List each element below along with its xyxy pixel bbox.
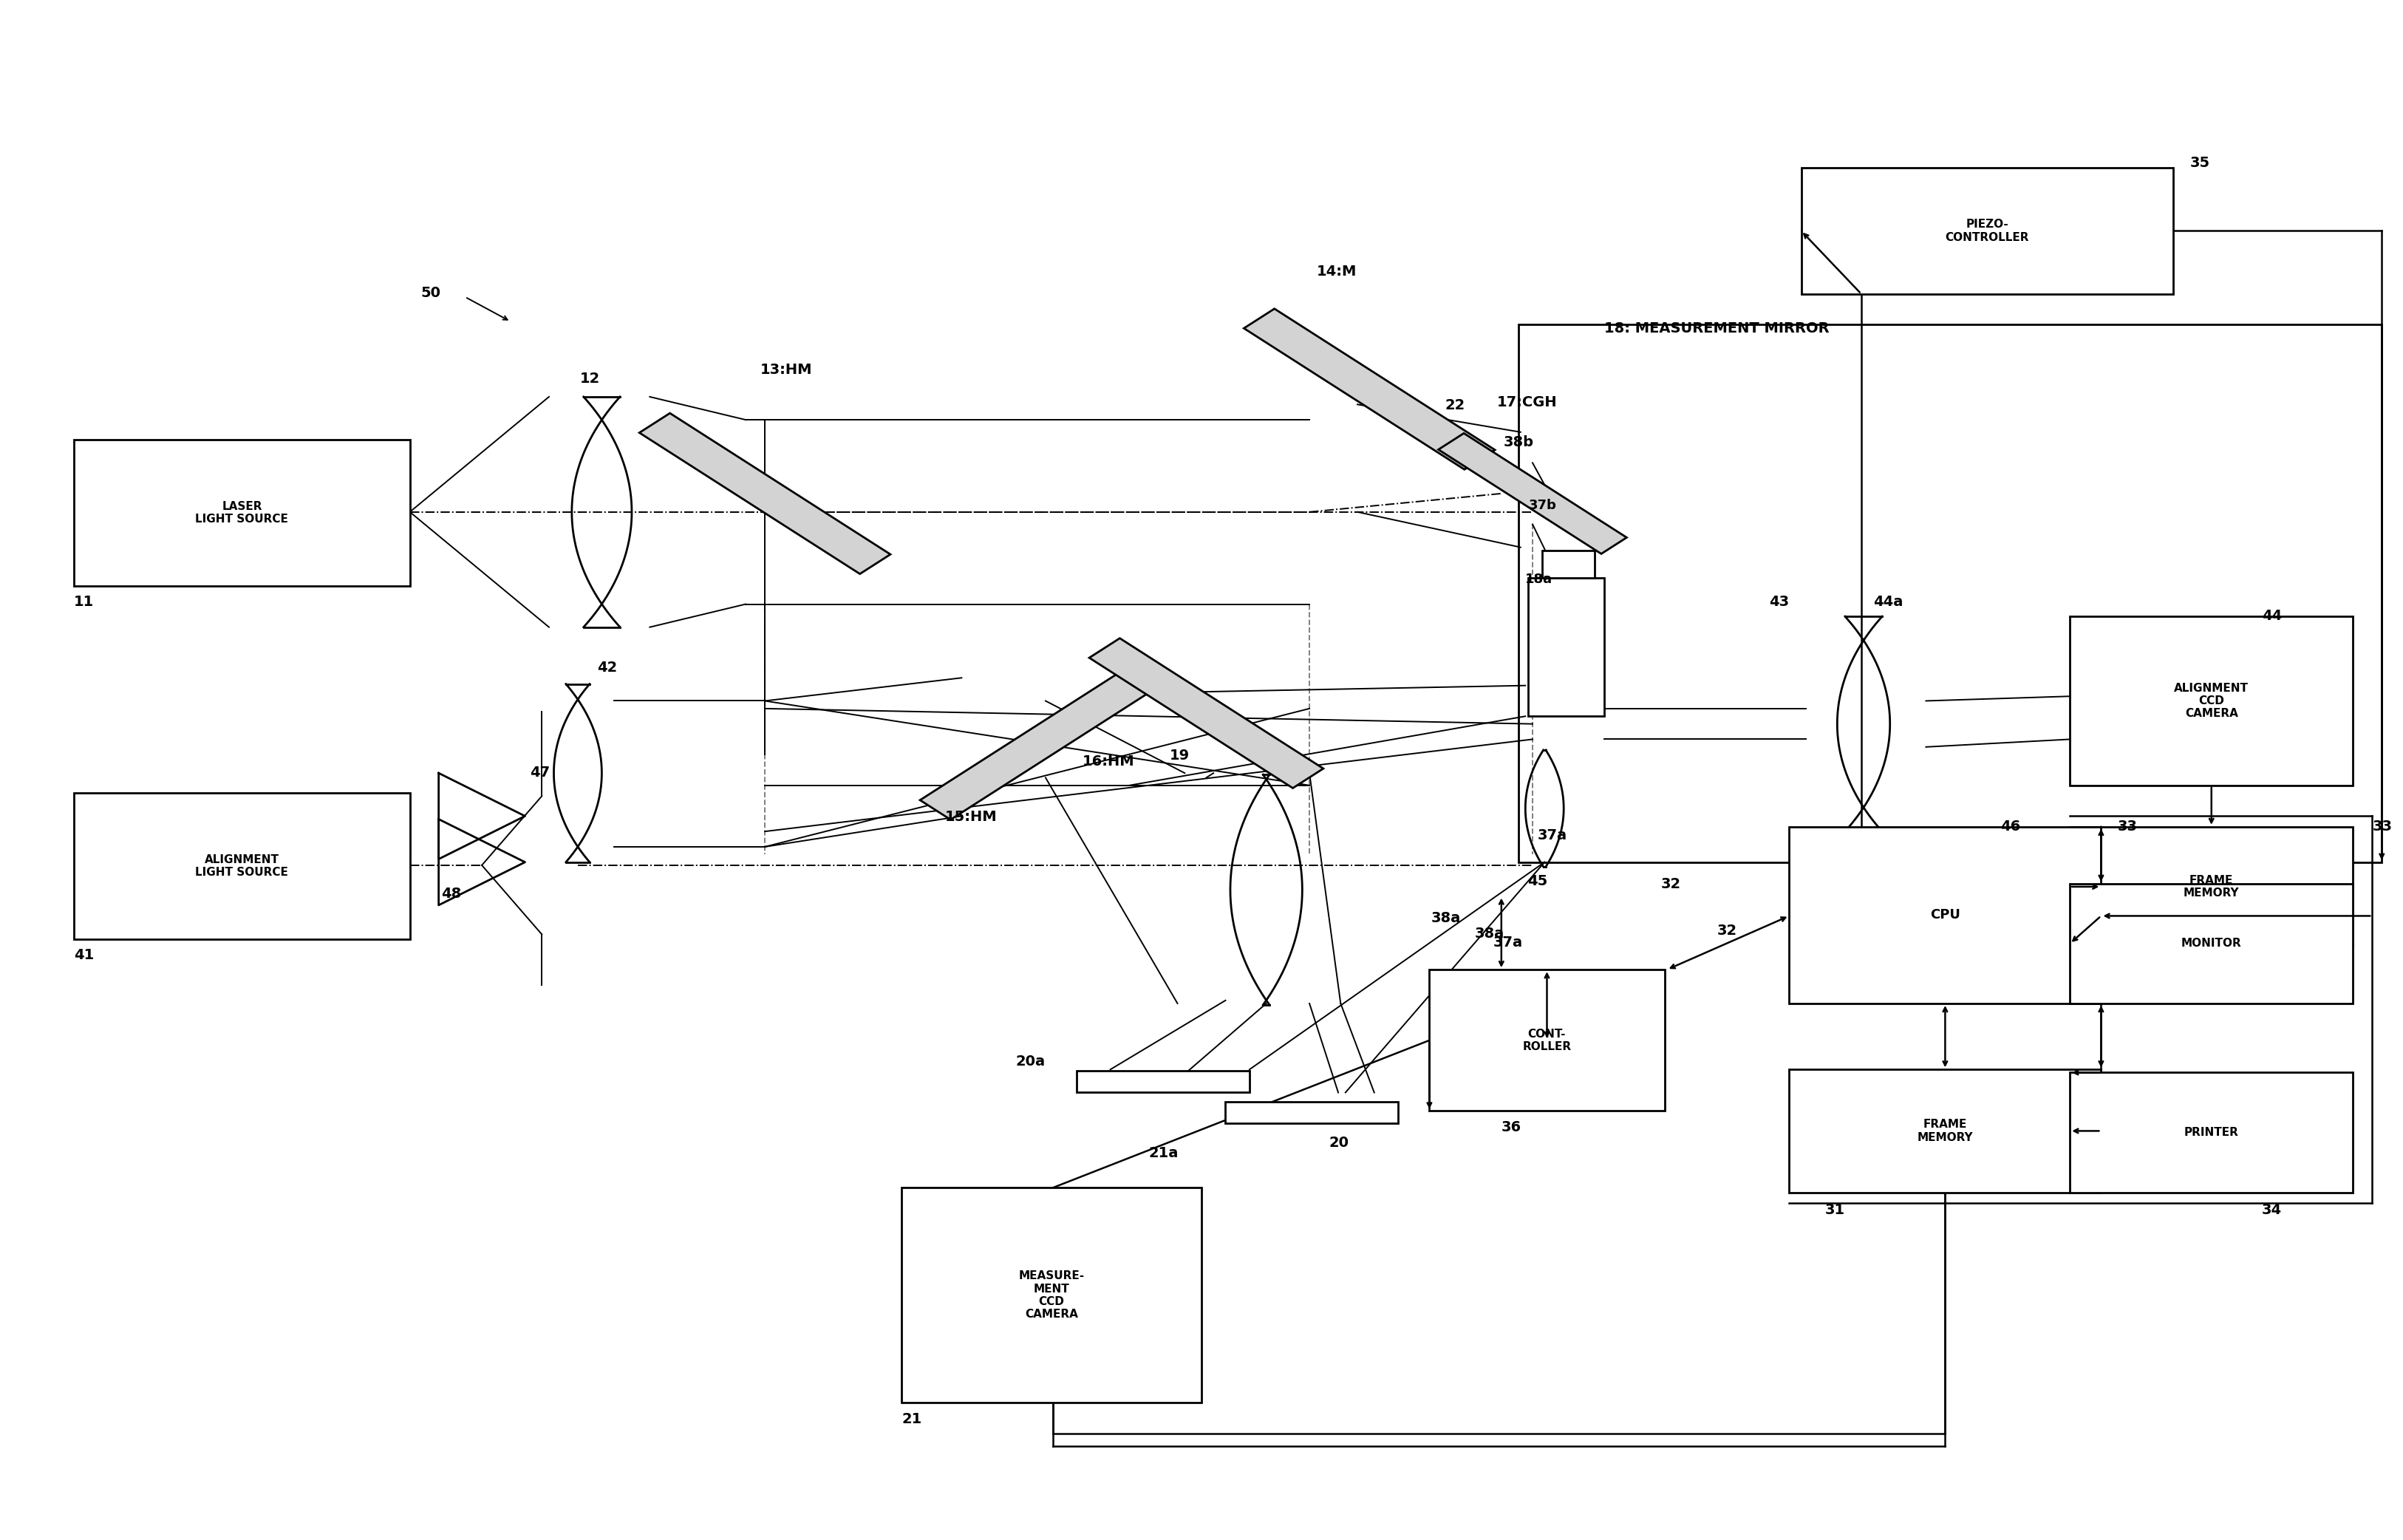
Text: 38b: 38b — [1504, 436, 1533, 450]
Text: 43: 43 — [1769, 594, 1790, 608]
Text: 34: 34 — [2261, 1203, 2283, 1217]
Text: 37a: 37a — [1492, 936, 1524, 950]
Bar — [2069, 1072, 2353, 1192]
Text: MEASURE-
MENT
CCD
CAMERA: MEASURE- MENT CCD CAMERA — [1019, 1270, 1084, 1320]
Text: 45: 45 — [1528, 875, 1548, 889]
Text: 35: 35 — [2189, 156, 2211, 169]
Text: 44a: 44a — [1874, 594, 1903, 608]
Text: FRAME
MEMORY: FRAME MEMORY — [2184, 875, 2240, 899]
Bar — [2069, 616, 2353, 785]
Polygon shape — [1439, 433, 1627, 554]
Text: 18: MEASUREMENT MIRROR: 18: MEASUREMENT MIRROR — [1605, 322, 1829, 336]
Text: 21a: 21a — [1149, 1146, 1177, 1160]
Text: 21: 21 — [901, 1412, 923, 1426]
Text: 32: 32 — [1660, 878, 1682, 892]
Text: 38a: 38a — [1475, 927, 1504, 941]
Text: 42: 42 — [596, 661, 618, 675]
Polygon shape — [1089, 638, 1324, 788]
Bar — [74, 440, 411, 585]
Text: 47: 47 — [529, 765, 550, 779]
Bar — [1790, 827, 2100, 1004]
Bar — [74, 793, 411, 939]
Text: 37a: 37a — [1538, 829, 1567, 842]
Text: 33: 33 — [2372, 819, 2391, 833]
Text: 15:HM: 15:HM — [944, 810, 997, 824]
Text: ALIGNMENT
LIGHT SOURCE: ALIGNMENT LIGHT SOURCE — [195, 855, 288, 878]
Text: PIEZO-
CONTROLLER: PIEZO- CONTROLLER — [1944, 219, 2028, 243]
Text: 20a: 20a — [1016, 1055, 1045, 1069]
Text: 32: 32 — [1718, 924, 1737, 938]
Bar — [1790, 1069, 2100, 1192]
Polygon shape — [639, 413, 892, 574]
Text: 20: 20 — [1329, 1135, 1348, 1149]
Text: 46: 46 — [1999, 819, 2021, 833]
Bar — [1543, 550, 1596, 578]
Text: 12: 12 — [579, 373, 601, 387]
Text: FRAME
MEMORY: FRAME MEMORY — [1918, 1120, 1973, 1143]
Bar — [1077, 1070, 1250, 1092]
Bar — [1226, 1101, 1399, 1123]
Text: 22: 22 — [1444, 399, 1466, 413]
Text: 38a: 38a — [1430, 912, 1461, 926]
Text: 18a: 18a — [1526, 573, 1552, 585]
Text: 14:M: 14:M — [1317, 265, 1358, 279]
Text: 44: 44 — [2261, 608, 2283, 622]
Text: 41: 41 — [74, 949, 94, 962]
Text: MONITOR: MONITOR — [2182, 938, 2242, 949]
Bar — [2069, 884, 2353, 1004]
Text: 19: 19 — [1170, 748, 1189, 762]
Polygon shape — [920, 659, 1170, 819]
Text: 50: 50 — [421, 286, 442, 300]
Text: ALIGNMENT
CCD
CAMERA: ALIGNMENT CCD CAMERA — [2175, 682, 2249, 719]
Text: 33: 33 — [2117, 819, 2139, 833]
Bar — [901, 1187, 1202, 1403]
Text: 16:HM: 16:HM — [1081, 755, 1134, 768]
Text: 31: 31 — [1826, 1203, 1846, 1217]
Text: 11: 11 — [74, 594, 94, 608]
Text: LASER
LIGHT SOURCE: LASER LIGHT SOURCE — [195, 501, 288, 525]
Bar — [1528, 578, 1605, 716]
Text: 36: 36 — [1502, 1120, 1521, 1135]
Text: 13:HM: 13:HM — [759, 363, 812, 377]
Polygon shape — [1245, 308, 1495, 470]
Bar — [1430, 970, 1665, 1110]
Text: PRINTER: PRINTER — [2184, 1127, 2240, 1138]
Text: 37b: 37b — [1528, 499, 1557, 511]
Bar — [1519, 325, 2381, 862]
Text: CPU: CPU — [1930, 909, 1961, 922]
Text: 48: 48 — [442, 887, 461, 901]
Text: CONT-
ROLLER: CONT- ROLLER — [1524, 1029, 1572, 1052]
Bar — [2069, 827, 2353, 947]
Text: 17:CGH: 17:CGH — [1497, 396, 1557, 410]
Bar — [1802, 168, 2172, 294]
